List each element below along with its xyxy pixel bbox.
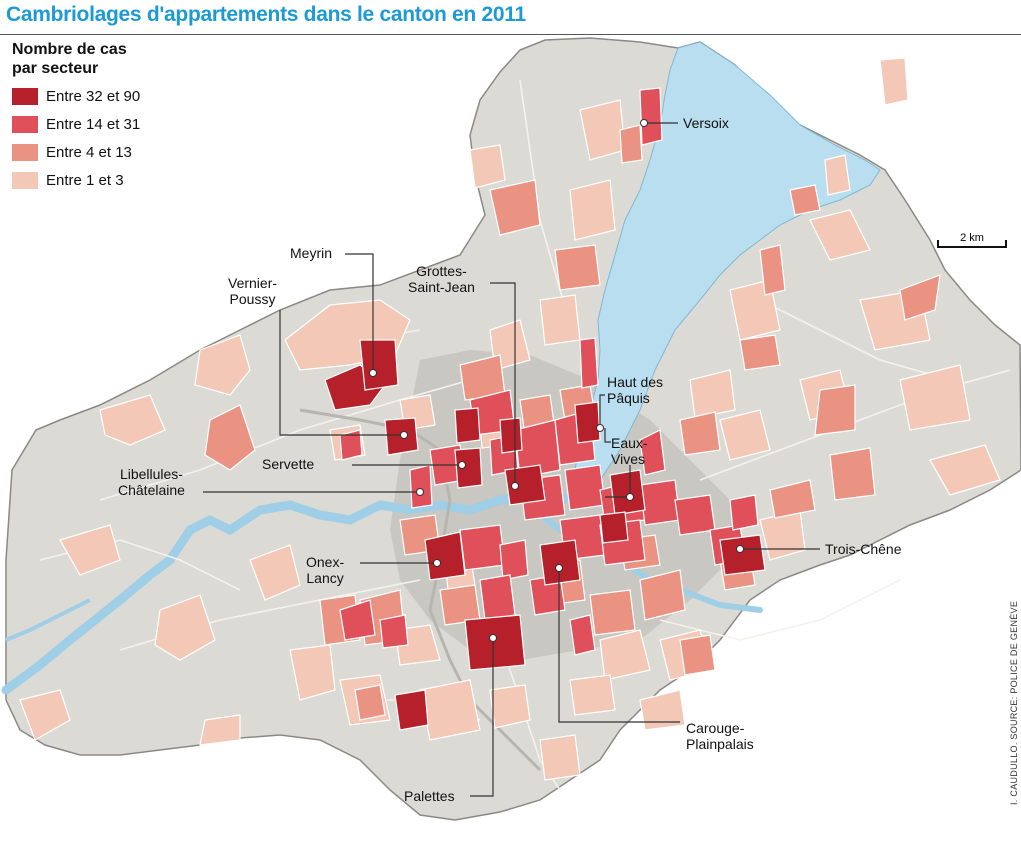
- legend-swatch: [12, 115, 38, 133]
- scale-bar: 2 km: [937, 232, 1007, 250]
- label-onex-line2: Lancy: [306, 570, 344, 586]
- source-credit: I. CAUDULLO. SOURCE: POLICE DE GENÈVE: [1009, 600, 1019, 805]
- label-carouge-line1: Carouge-: [686, 720, 745, 736]
- title-rule: [0, 34, 1021, 35]
- label-onex-line1: Onex-: [306, 554, 345, 570]
- canton-map: [1, 37, 1021, 821]
- legend-label: Entre 1 et 3: [46, 171, 124, 189]
- label-paquis-line2: Pâquis: [607, 390, 650, 406]
- scale-label: 2 km: [960, 232, 984, 244]
- legend-swatch: [12, 143, 38, 161]
- label-palettes: Palettes: [404, 788, 455, 804]
- legend-title-line1: Nombre de cas: [12, 41, 127, 58]
- place-markers: [369, 119, 744, 642]
- legend-item-32-90: Entre 32 et 90: [12, 82, 140, 110]
- sectors: [19, 57, 1001, 781]
- label-meyrin: Meyrin: [290, 245, 333, 261]
- label-libellules: Libellules- Châtelaine: [118, 466, 185, 498]
- label-paquis-line1: Haut des: [607, 374, 664, 390]
- legend-item-14-31: Entre 14 et 31: [12, 110, 140, 138]
- map-legend: Nombre de cas par secteur Entre 32 et 90…: [12, 40, 140, 194]
- legend-label: Entre 32 et 90: [46, 87, 141, 105]
- legend-swatch: [12, 87, 38, 105]
- label-eaux-vives: Eaux- Vives: [611, 435, 648, 467]
- label-eaux-vives-line1: Eaux-: [611, 435, 648, 451]
- river-rhone: [1, 489, 588, 695]
- lake-leman: [574, 41, 881, 496]
- label-servette: Servette: [262, 456, 315, 472]
- label-vernier-line1: Vernier-: [228, 275, 278, 291]
- legend-item-1-3: Entre 1 et 3: [12, 166, 140, 194]
- label-libellules-line2: Châtelaine: [118, 482, 185, 498]
- label-libellules-line1: Libellules-: [119, 466, 183, 482]
- legend-swatch: [12, 171, 38, 189]
- label-carouge-line2: Plainpalais: [686, 736, 754, 752]
- label-grottes-line1: Grottes-: [416, 263, 467, 279]
- leader-lines: [203, 122, 820, 797]
- label-carouge: Carouge- Plainpalais: [686, 720, 754, 752]
- label-trois-chene: Trois-Chêne: [825, 541, 902, 557]
- river-allondon: [5, 598, 91, 642]
- legend-item-4-13: Entre 4 et 13: [12, 138, 140, 166]
- label-grottes: Grottes- Saint-Jean: [408, 263, 475, 295]
- label-vernier-line2: Poussy: [229, 291, 276, 307]
- legend-title-line2: par secteur: [12, 60, 99, 77]
- map-title: Cambriolages d'appartements dans le cant…: [6, 3, 526, 26]
- legend-label: Entre 14 et 31: [46, 115, 141, 133]
- label-vernier: Vernier- Poussy: [228, 275, 277, 307]
- legend-label: Entre 4 et 13: [46, 143, 132, 161]
- label-paquis: Haut des Pâquis: [607, 374, 663, 406]
- label-onex: Onex- Lancy: [306, 554, 344, 586]
- label-eaux-vives-line2: Vives: [611, 451, 645, 467]
- label-grottes-line2: Saint-Jean: [408, 279, 475, 295]
- label-versoix: Versoix: [683, 115, 729, 131]
